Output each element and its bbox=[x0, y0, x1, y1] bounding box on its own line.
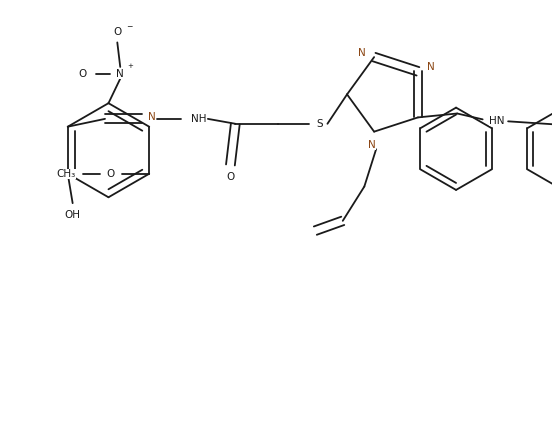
Text: N: N bbox=[368, 140, 376, 150]
Text: NH: NH bbox=[191, 114, 207, 124]
Text: O: O bbox=[106, 169, 114, 179]
Text: N: N bbox=[117, 69, 124, 79]
Text: N: N bbox=[427, 62, 435, 72]
Text: HN: HN bbox=[489, 116, 504, 126]
Text: N: N bbox=[148, 112, 156, 122]
Text: CH₃: CH₃ bbox=[56, 169, 75, 179]
Text: −: − bbox=[126, 22, 132, 31]
Text: O: O bbox=[227, 172, 234, 182]
Text: S: S bbox=[316, 119, 323, 129]
Text: O: O bbox=[79, 69, 87, 79]
Text: N: N bbox=[358, 48, 365, 58]
Text: O: O bbox=[113, 27, 122, 37]
Text: +: + bbox=[127, 63, 133, 69]
Text: OH: OH bbox=[65, 210, 81, 220]
